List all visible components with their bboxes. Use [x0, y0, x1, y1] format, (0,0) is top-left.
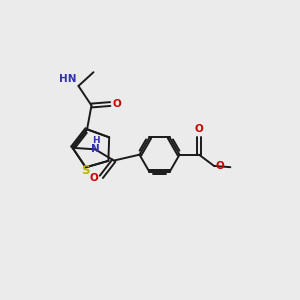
- Text: H: H: [92, 136, 100, 145]
- Text: HN: HN: [59, 74, 77, 84]
- Text: O: O: [112, 99, 122, 109]
- Text: N: N: [91, 144, 100, 154]
- Text: O: O: [215, 161, 224, 171]
- Text: S: S: [81, 164, 89, 177]
- Text: O: O: [195, 124, 203, 134]
- Text: O: O: [90, 173, 98, 183]
